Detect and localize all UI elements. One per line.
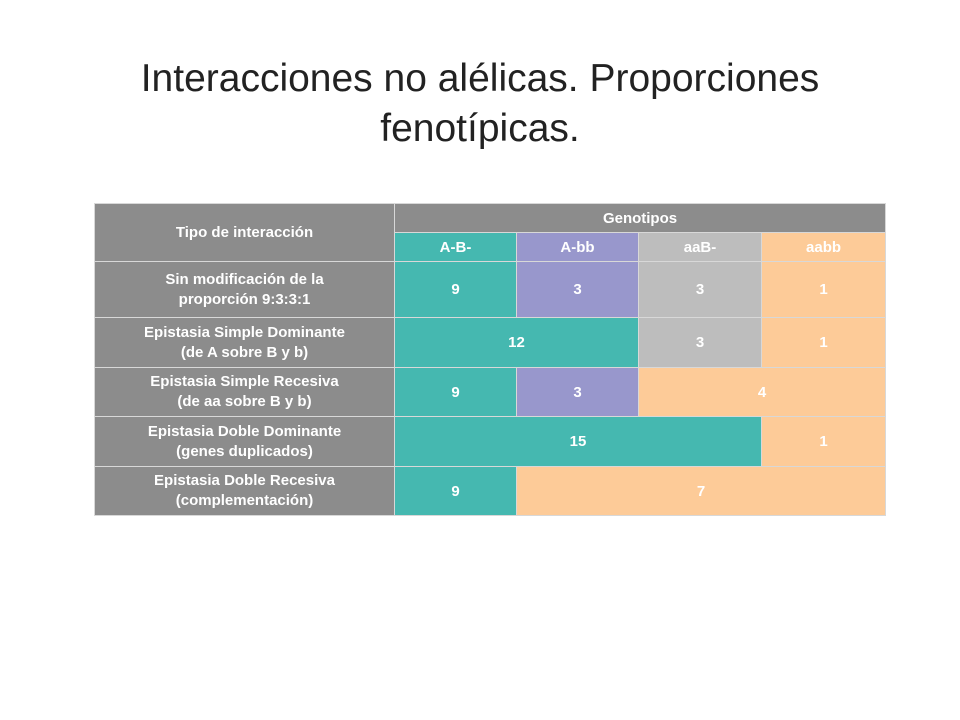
ratio-value-cell: 1 <box>760 261 887 318</box>
table-row: Sin modificación de la proporción 9:3:3:1… <box>94 261 887 318</box>
genotype-header-aabb: aabb <box>760 232 887 262</box>
ratio-value-cell: 15 <box>394 416 762 467</box>
interaction-type-label-line: (de A sobre B y b) <box>180 343 309 361</box>
ratio-value-cell: 1 <box>760 416 887 467</box>
ratio-value-cell: 12 <box>394 317 639 368</box>
table-body: Sin modificación de la proporción 9:3:3:1… <box>94 261 887 516</box>
ratio-value-cell: 3 <box>516 367 639 417</box>
slide-title-line-2: fenotípicas. <box>380 107 580 150</box>
interaction-type-label-line: (complementación) <box>175 492 314 509</box>
interaction-type-label-line: Sin modificación de la <box>165 270 324 288</box>
genotype-header-A-B-: A-B- <box>394 232 517 262</box>
row-header-cell: Tipo de interacción <box>94 203 395 262</box>
ratio-value-cell: 7 <box>515 466 887 516</box>
interaction-type-label-line: Epistasia Simple Dominante <box>144 323 345 341</box>
ratio-value-cell: 1 <box>760 317 887 368</box>
interaction-type-label-line: (de aa sobre B y b) <box>177 393 312 410</box>
genotype-header-aaB-: aaB- <box>638 232 762 262</box>
interaction-type-label-line: proporción 9:3:3:1 <box>178 290 311 308</box>
table-row: Epistasia Doble Dominante (genes duplicad… <box>94 416 887 467</box>
ratio-value-cell: 9 <box>394 261 517 318</box>
ratio-value-cell: 3 <box>638 317 762 368</box>
genotype-header-A-bb: A-bb <box>516 232 639 262</box>
interaction-type-label: Sin modificación de la proporción 9:3:3:1 <box>94 261 395 318</box>
slide-title: Interacciones no alélicas. Proporciones … <box>80 54 880 154</box>
ratio-value-cell: 9 <box>394 367 517 417</box>
genotype-header-row: A-B- A-bb aaB- aabb <box>95 232 887 262</box>
interaction-table: Tipo de interacción Genotipos A-B- A-bb … <box>94 203 887 516</box>
interaction-type-label: Epistasia Doble Recesiva (complementación… <box>94 466 395 516</box>
interaction-type-label-line: Epistasia Simple Recesiva <box>150 373 339 390</box>
ratio-value-cell: 3 <box>516 261 639 318</box>
interaction-type-label: Epistasia Simple Recesiva (de aa sobre B … <box>94 367 395 417</box>
interaction-type-label-line: Epistasia Doble Dominante <box>147 422 342 440</box>
interaction-type-label: Epistasia Doble Dominante (genes duplicad… <box>94 416 395 467</box>
table-row: Epistasia Simple Recesiva (de aa sobre B … <box>94 367 887 417</box>
interaction-type-label-line: (genes duplicados) <box>176 442 313 460</box>
table-row: Epistasia Simple Dominante (de A sobre B … <box>94 317 887 368</box>
slide-title-line-1: Interacciones no alélicas. Proporciones <box>140 57 820 100</box>
interaction-type-label: Epistasia Simple Dominante (de A sobre B … <box>94 317 395 368</box>
group-header-cell: Genotipos <box>393 203 887 233</box>
ratio-value-cell: 4 <box>637 367 887 417</box>
interaction-type-label-line: Epistasia Doble Recesiva <box>154 472 335 489</box>
ratio-value-cell: 9 <box>394 466 517 516</box>
table-row: Epistasia Doble Recesiva (complementación… <box>94 466 887 516</box>
ratio-value-cell: 3 <box>638 261 762 318</box>
